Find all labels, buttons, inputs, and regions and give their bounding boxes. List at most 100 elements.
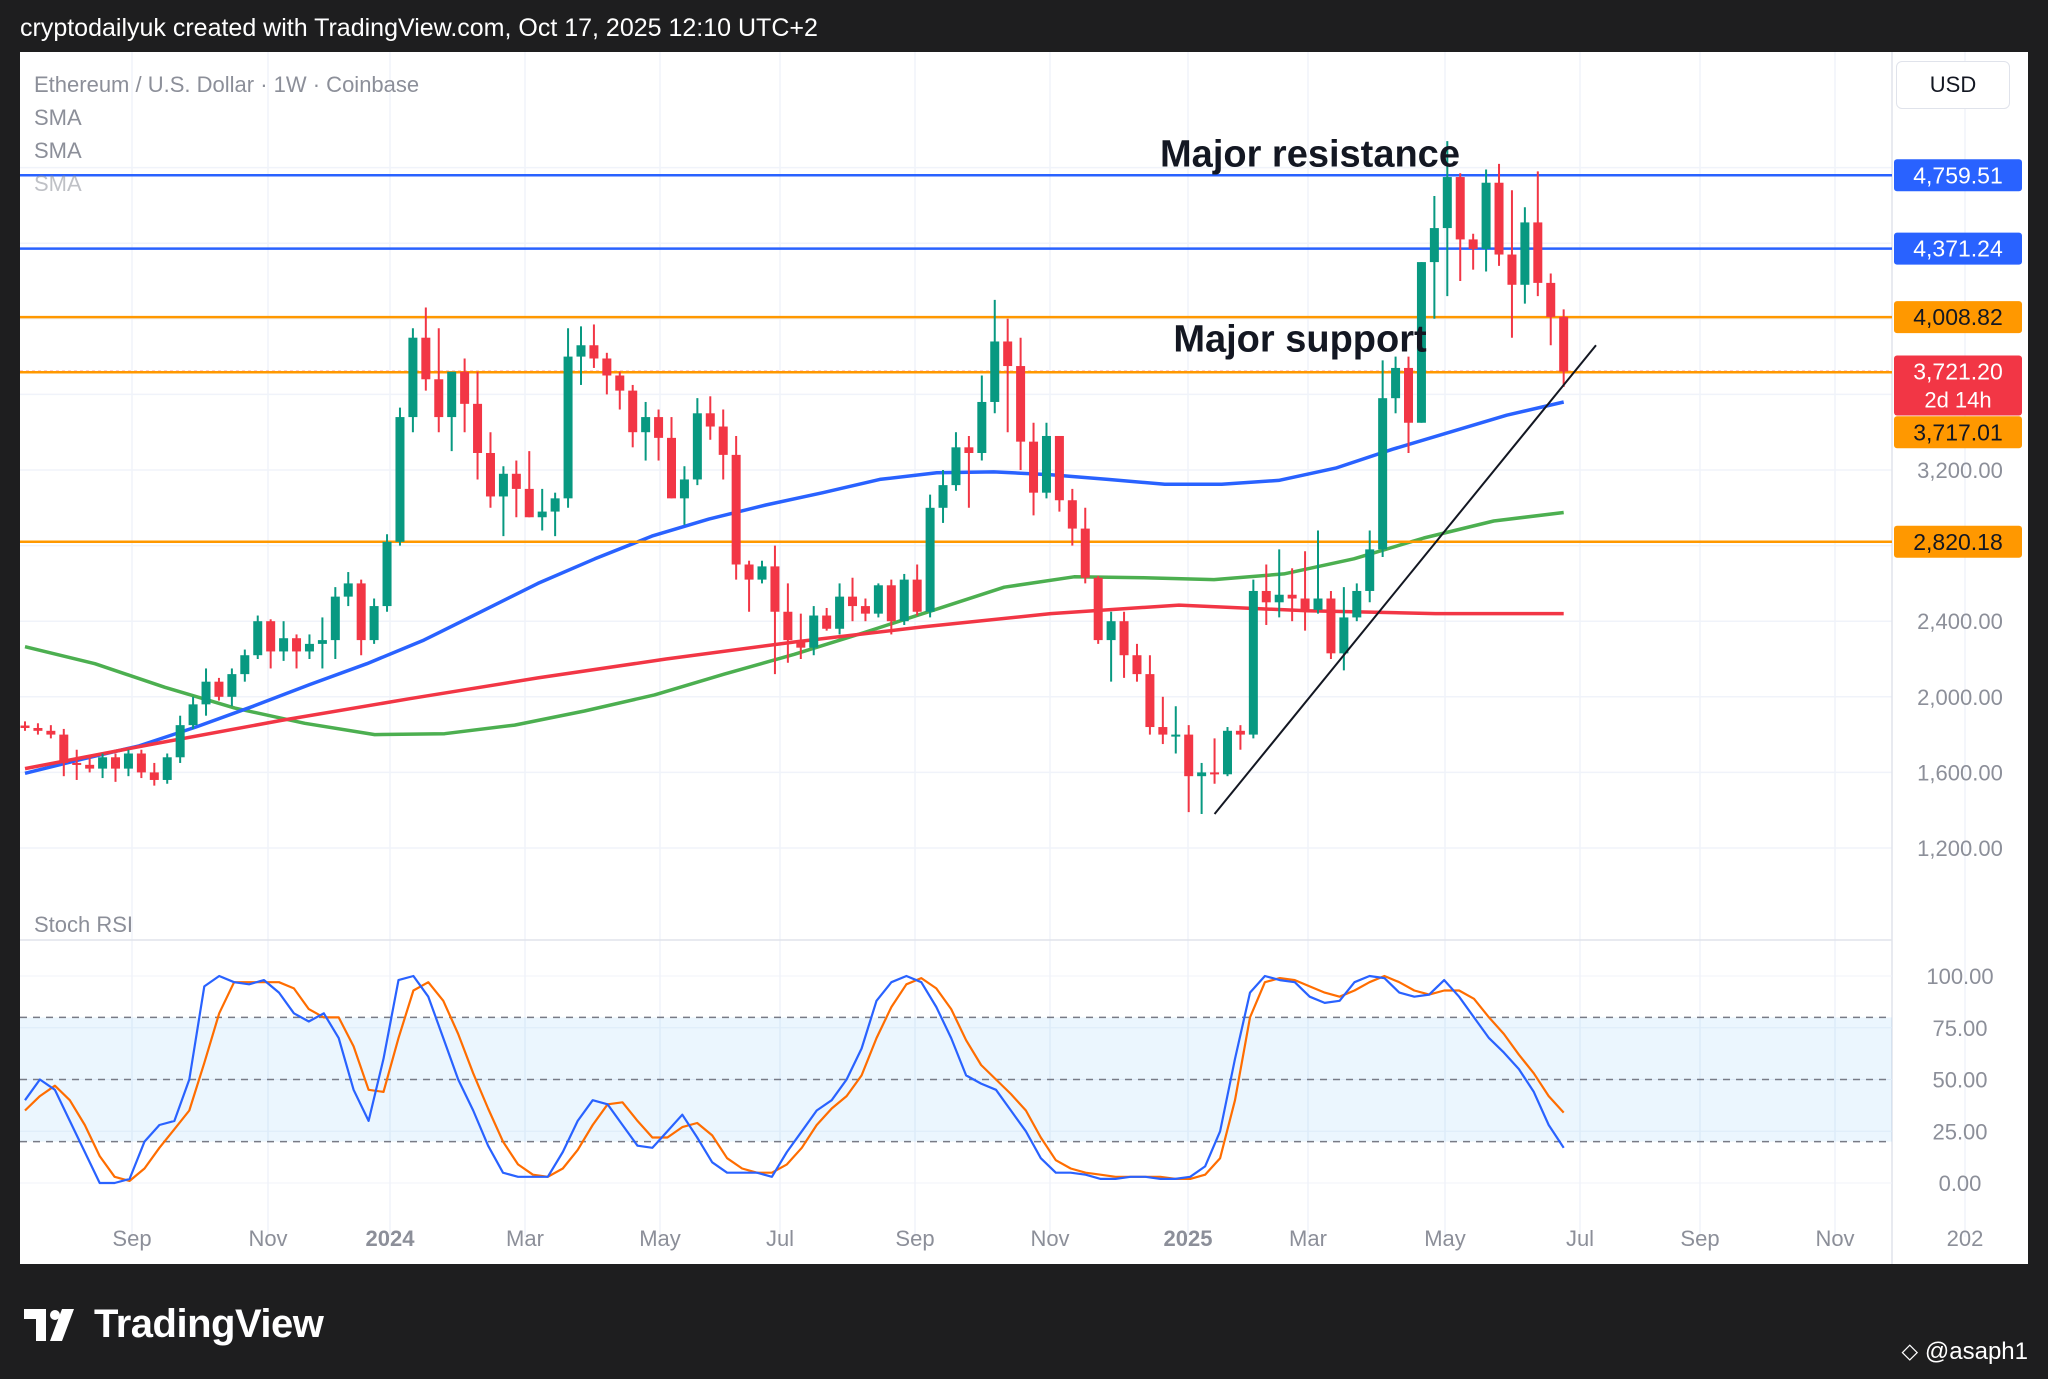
candle <box>835 583 845 635</box>
x-tick-label: 202 <box>1947 1226 1984 1251</box>
candle-body <box>473 403 483 453</box>
candle-body <box>1171 734 1181 737</box>
chart-panel[interactable]: Sep Nov 2024 Mar May Jul Sep Nov 2025 Mar May Jul Se… <box>20 52 2028 1264</box>
candle <box>602 352 612 395</box>
candle <box>369 598 379 644</box>
candle-body <box>266 621 276 652</box>
legend-symbol[interactable]: Ethereum / U.S. Dollar · 1W · Coinbase <box>34 72 420 97</box>
candle <box>1132 643 1142 682</box>
trendline-layer <box>1213 344 1597 815</box>
candle-body <box>498 473 508 497</box>
candle <box>85 757 95 773</box>
candle <box>925 494 935 618</box>
level-layer <box>20 174 1892 544</box>
tradingview-logo-icon <box>24 1308 74 1341</box>
currency-button[interactable]: USD <box>1896 61 2010 109</box>
candle <box>1106 611 1116 682</box>
candle <box>654 409 664 461</box>
candle-body <box>1184 734 1194 777</box>
level-price-text: 4,759.51 <box>1913 162 2003 188</box>
candle-body <box>550 498 560 512</box>
legend-sma-3[interactable]: SMA <box>34 171 82 196</box>
candle-body <box>964 447 974 453</box>
candle <box>1287 568 1297 622</box>
level-price-tag <box>1894 159 2022 192</box>
candle <box>1197 762 1207 814</box>
candle <box>1093 575 1103 644</box>
candle-body <box>1546 282 1556 317</box>
candle-body <box>757 566 767 580</box>
legend-sma-1[interactable]: SMA <box>34 105 82 130</box>
candle-body <box>796 640 806 648</box>
annotation-layer: Major resistance Major support <box>1160 133 1460 360</box>
candle-body <box>214 681 224 697</box>
candle <box>304 634 314 659</box>
candle <box>1507 190 1517 338</box>
candle <box>460 358 470 433</box>
candle-body <box>628 390 638 433</box>
legend-sma-2[interactable]: SMA <box>34 138 82 163</box>
x-tick-label: Sep <box>1680 1226 1719 1251</box>
candle <box>1210 738 1220 784</box>
candle <box>279 621 289 661</box>
candle-body <box>227 674 237 697</box>
candle-body <box>46 730 56 735</box>
x-tick-label: Jul <box>1566 1226 1594 1251</box>
x-tick-label: Mar <box>1289 1226 1327 1251</box>
candle-body <box>1378 398 1388 550</box>
candle <box>1546 273 1556 346</box>
candle <box>977 375 987 461</box>
candle-body <box>537 511 547 518</box>
x-tick-label: Sep <box>112 1226 151 1251</box>
stoch-rsi-label[interactable]: Stoch RSI <box>34 912 134 937</box>
countdown-text: 2d 14h <box>1924 387 1991 412</box>
candle <box>1261 564 1271 625</box>
x-tick-label: 2025 <box>1164 1226 1213 1251</box>
candle-body <box>1533 222 1543 283</box>
candle-body <box>123 753 133 769</box>
candle <box>1455 173 1465 281</box>
candle <box>123 749 133 777</box>
candle-body <box>1429 228 1439 263</box>
x-tick-label: 2024 <box>366 1226 416 1251</box>
candle-body <box>253 621 263 656</box>
candle <box>873 583 883 618</box>
level-price-text: 2,820.18 <box>1913 529 2003 555</box>
candle-body <box>1145 674 1155 728</box>
candle <box>498 466 508 537</box>
level-price-text: 4,371.24 <box>1913 236 2003 262</box>
candle <box>1352 583 1362 622</box>
candle <box>408 328 418 433</box>
candle-body <box>460 371 470 404</box>
x-tick-label: May <box>1424 1226 1466 1251</box>
candle <box>1080 507 1090 584</box>
tradingview-logo[interactable]: TradingView <box>24 1302 324 1347</box>
candle-body <box>149 772 159 780</box>
candle <box>615 371 625 410</box>
candle <box>1222 727 1232 777</box>
candle-body <box>1455 177 1465 240</box>
candle <box>576 326 586 385</box>
candle <box>59 728 69 777</box>
sma-red-line <box>24 603 1564 771</box>
stoch-background <box>20 1016 1892 1143</box>
candle <box>149 762 159 786</box>
candle-body <box>1222 730 1232 775</box>
candle <box>1145 655 1155 735</box>
candle <box>550 492 560 537</box>
candle-body <box>783 611 793 641</box>
candle <box>563 328 573 508</box>
candle-body <box>1029 441 1039 493</box>
candle <box>912 564 922 616</box>
candle-body <box>951 447 961 486</box>
candle <box>1416 262 1426 423</box>
candle <box>1003 318 1013 433</box>
x-tick-label: Mar <box>506 1226 544 1251</box>
chart-svg[interactable]: Sep Nov 2024 Mar May Jul Sep Nov 2025 Mar May Jul Se… <box>20 52 2028 1264</box>
candle <box>990 299 1000 414</box>
brand-name: TradingView <box>94 1302 324 1346</box>
x-tick-label: Jul <box>766 1226 794 1251</box>
candle <box>860 598 870 622</box>
candle <box>524 451 534 518</box>
candle-body <box>59 734 69 763</box>
